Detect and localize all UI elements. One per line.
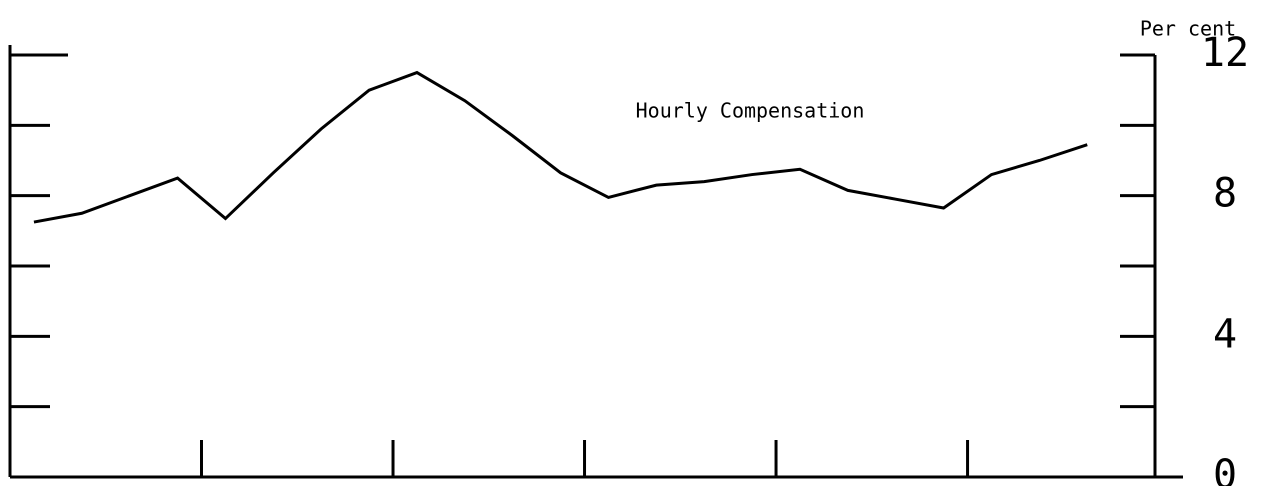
y-tick-label: 12 <box>1201 30 1249 76</box>
series-line <box>33 70 1088 224</box>
y-tick-label: 8 <box>1213 171 1237 217</box>
annotation: Hourly Compensation <box>636 99 865 123</box>
y-tick-label: 4 <box>1213 311 1237 357</box>
y-tick-label: 0 <box>1213 452 1237 486</box>
y-axis-label: Per cent <box>1140 17 1236 41</box>
